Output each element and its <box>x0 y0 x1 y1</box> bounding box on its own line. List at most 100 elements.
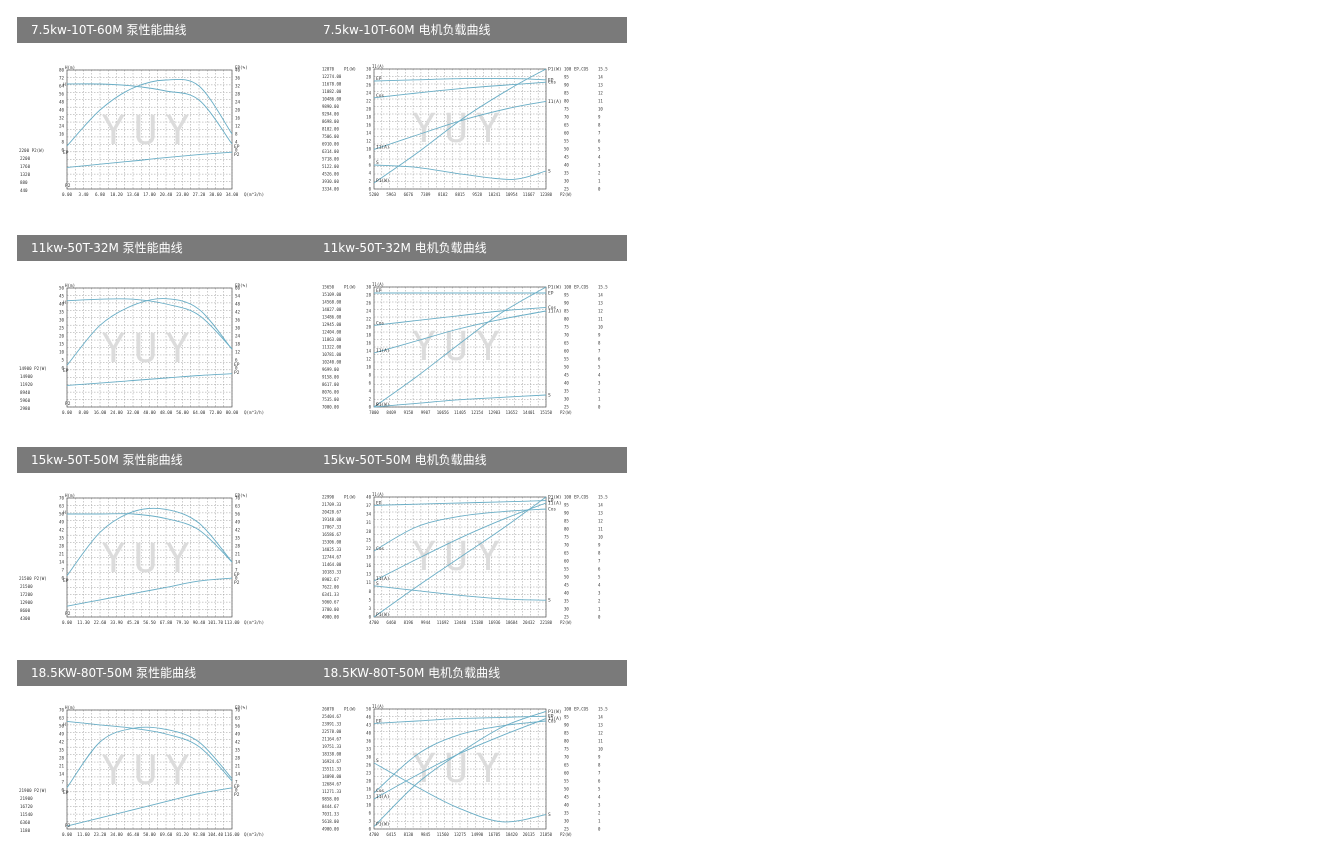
head-curve-label: H <box>63 510 66 516</box>
series-start-label: I1(A) <box>376 348 390 354</box>
curve-h <box>66 513 233 563</box>
tick-label: 69.60 <box>160 832 173 837</box>
tick-label: 21500 <box>20 584 33 589</box>
tick-label: 13 <box>598 301 603 306</box>
pump-curve-title: 7.5kw-10T-60M 泵性能曲线 <box>31 23 187 37</box>
tick-label: 63 <box>235 716 241 721</box>
tick-label: 18420 <box>506 832 519 837</box>
tick-label: 13 <box>598 723 603 728</box>
tick-label: 26070 <box>322 707 335 712</box>
series-end-label: Cos <box>548 80 556 86</box>
tick-label: 4900.00 <box>322 827 339 832</box>
tick-label: 11.30 <box>77 620 90 625</box>
tick-label: 14 <box>366 131 371 136</box>
left-axis-label: H(m) <box>65 283 75 288</box>
tick-label: 24 <box>59 124 65 129</box>
curve-cos <box>373 508 547 552</box>
tick-label: 4 <box>598 155 601 160</box>
tick-label: 20135 <box>523 832 536 837</box>
x-axis-label: P2(W) <box>560 832 572 837</box>
tick-label: 18 <box>366 333 371 338</box>
tick-label: 22 <box>366 317 371 322</box>
curve-h <box>66 83 233 145</box>
series-start-label: S <box>376 402 379 408</box>
tick-label: 2200 <box>20 156 31 161</box>
x-axis-label: P2(W) <box>560 410 572 415</box>
plot-border <box>373 286 547 408</box>
tick-label: 75 <box>564 325 569 330</box>
series-start-label: I1(A) <box>376 144 390 150</box>
tick-label: 7 <box>235 568 238 573</box>
tick-label: 12 <box>598 309 603 314</box>
tick-label: 70 <box>59 496 65 501</box>
tick-label: 16 <box>59 132 65 137</box>
tick-label: 22.60 <box>94 620 107 625</box>
tick-label: 70 <box>564 543 569 548</box>
power-curve-label: P2 <box>65 401 71 407</box>
tick-label: 7000 <box>369 410 379 415</box>
tick-label: 49 <box>235 520 241 525</box>
tick-label: 45 <box>564 373 569 378</box>
curve-ep <box>373 500 547 506</box>
tick-label: 40 <box>366 495 371 500</box>
tick-label: 1 <box>598 607 601 612</box>
efficiency-end-label: EP <box>234 144 240 150</box>
tick-label: 46 <box>366 715 371 720</box>
tick-label: 30 <box>366 285 371 290</box>
tick-label: 10656 <box>437 410 450 415</box>
tick-label: 25 <box>59 326 65 331</box>
tick-label: 7031.33 <box>322 812 339 817</box>
tick-label: 2 <box>369 179 372 184</box>
x-axis-label: Q(m^3/h) <box>244 620 264 625</box>
tick-label: 56 <box>59 724 65 729</box>
tick-label: 4 <box>598 373 601 378</box>
tick-label: 11082.00 <box>322 89 342 94</box>
series-end-label: P1(W) <box>548 495 562 501</box>
tick-label: 50 <box>564 575 569 580</box>
tick-label: 26 <box>366 83 371 88</box>
tick-label: 5 <box>598 787 601 792</box>
tick-label: 10486.00 <box>322 97 342 102</box>
tick-label: 12744.67 <box>322 555 342 560</box>
tick-label: 22578.00 <box>322 729 342 734</box>
series-start-label: EP <box>376 718 382 724</box>
watermark-text: YUY <box>101 536 197 582</box>
tick-label: 8698.00 <box>322 119 339 124</box>
tick-label: 7622.00 <box>322 585 339 590</box>
tick-label: 90.40 <box>193 620 206 625</box>
tick-label: 21 <box>59 764 65 769</box>
tick-label: 16 <box>366 563 371 568</box>
tick-label: 5 <box>598 147 601 152</box>
right-axis-label: EP(%) <box>235 705 248 710</box>
tick-label: 31 <box>366 520 371 525</box>
tick-label: 15150 <box>540 410 553 415</box>
efficiency-end-label: EP <box>234 572 240 578</box>
tick-label: 90 <box>564 301 569 306</box>
tick-label: 0.00 <box>62 192 73 197</box>
tick-label: 7 <box>598 559 601 564</box>
tick-label: 17.00 <box>143 192 156 197</box>
tick-label: 48 <box>235 302 241 307</box>
tick-label: 50 <box>564 147 569 152</box>
tick-label: 5200 <box>369 192 379 197</box>
tick-label: 8 <box>61 140 64 145</box>
current-axis-label: I1(A) <box>372 64 384 69</box>
tick-label: 16 <box>366 787 371 792</box>
tick-label: 11692 <box>437 620 450 625</box>
tick-label: 35 <box>235 536 241 541</box>
tick-label: 7 <box>598 771 601 776</box>
tick-label: 11540 <box>20 812 33 817</box>
tick-label: 79.10 <box>176 620 189 625</box>
tick-label: 8102 <box>438 192 448 197</box>
watermark-text: YUY <box>412 746 508 792</box>
tick-label: 95 <box>564 293 569 298</box>
tick-label: 42 <box>235 310 241 315</box>
tick-label: 60 <box>564 771 569 776</box>
tick-label: 4700 <box>369 620 379 625</box>
efficiency-curve-label: EP <box>63 368 69 374</box>
power-end-label: P2 <box>234 370 240 376</box>
tick-label: 6 <box>598 139 601 144</box>
